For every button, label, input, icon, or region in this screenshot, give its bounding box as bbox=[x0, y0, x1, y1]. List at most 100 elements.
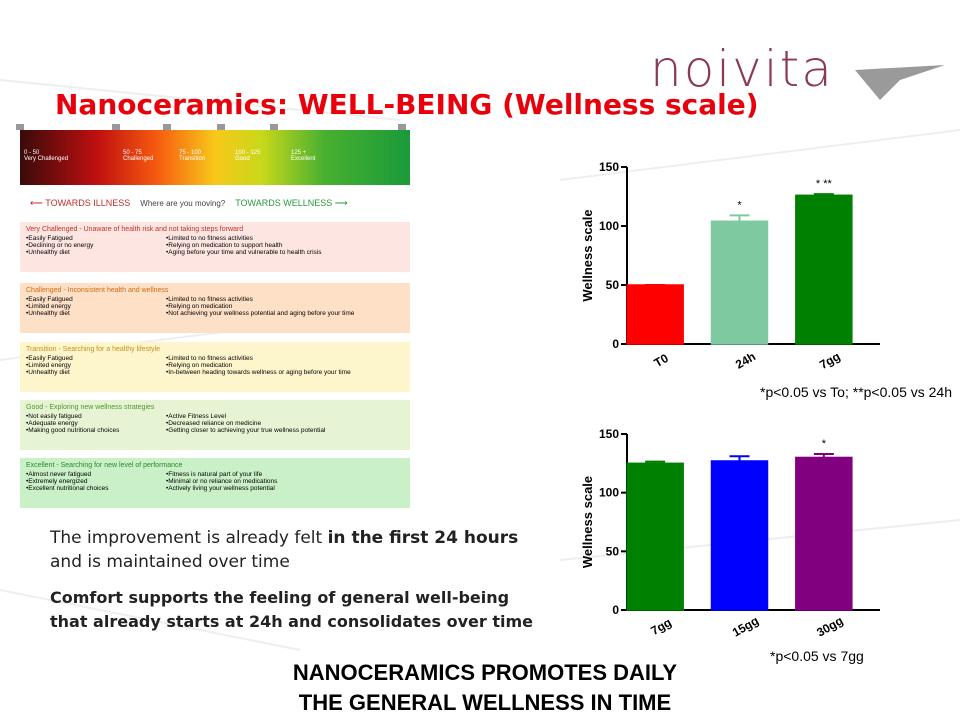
line: THE GENERAL WELLNESS IN TIME bbox=[298, 690, 672, 715]
level-heading: Good - Exploring new wellness strategies bbox=[26, 404, 155, 411]
columns: Almost never fatiguedExtremely energized… bbox=[26, 471, 404, 492]
column: Not easily fatiguedAdequate energyMaking… bbox=[26, 413, 166, 434]
bullet: Not easily fatigued bbox=[26, 413, 166, 420]
level-heading: Transition - Searching for a healthy lif… bbox=[26, 346, 160, 353]
columns: Easily FatiguedLimited energyUnhealthy d… bbox=[26, 355, 404, 376]
bullet: Active Fitness Level bbox=[166, 413, 325, 420]
bullet: Unhealthy diet bbox=[26, 249, 166, 256]
x-tick-label: T0 bbox=[652, 351, 671, 370]
logo: noivita bbox=[650, 40, 834, 98]
column: Limited to no fitness activitiesRelying … bbox=[166, 296, 354, 317]
column: Easily FatiguedLimited energyUnhealthy d… bbox=[26, 296, 166, 317]
x-tick-label: 30gg bbox=[814, 613, 845, 639]
bullet: Relying on medication to support health bbox=[166, 242, 321, 249]
columns: Easily FatiguedLimited energyUnhealthy d… bbox=[26, 296, 404, 317]
significance: * bbox=[822, 438, 827, 450]
bullet: Minimal or no reliance on medications bbox=[166, 478, 277, 485]
bar bbox=[710, 460, 769, 611]
level-heading: Excellent - Searching for new level of p… bbox=[26, 462, 183, 469]
range-label: Good bbox=[235, 156, 250, 162]
range-label: Challenged bbox=[123, 156, 154, 162]
error-bar bbox=[729, 455, 750, 461]
column: Easily FatiguedLimited energyUnhealthy d… bbox=[26, 355, 166, 376]
x-tick-label: 7gg bbox=[817, 349, 842, 372]
level-box: Very Challenged - Unaware of health risk… bbox=[20, 222, 410, 272]
bar bbox=[626, 284, 684, 345]
column: Easily FatiguedDeclining or no energyUnh… bbox=[26, 235, 166, 256]
footnote: *p<0.05 vs 7gg bbox=[770, 648, 864, 664]
level-box: Excellent - Searching for new level of p… bbox=[20, 458, 410, 508]
column: Almost never fatiguedExtremely energized… bbox=[26, 471, 166, 492]
x-tick-label: 24h bbox=[733, 349, 758, 371]
label: TOWARDS ILLNESS bbox=[45, 198, 131, 208]
scale-bar: 0 - 50 Very Challenged 50 - 75 Challenged 75… bbox=[20, 130, 410, 185]
bullet: Making good nutritional choices bbox=[26, 427, 166, 434]
error-bar bbox=[813, 452, 834, 458]
range: 0 - 50 bbox=[24, 150, 40, 156]
bullet: Getting closer to achieving your true we… bbox=[166, 427, 325, 434]
y-tick-label: 150 bbox=[599, 160, 619, 174]
bullet: Excellent nutritional choices bbox=[26, 485, 166, 492]
level-heading: Challenged - Inconsistent health and wel… bbox=[26, 287, 169, 294]
arrow-left: ⟵ TOWARDS ILLNESS bbox=[30, 198, 131, 208]
level-box: Challenged - Inconsistent health and wel… bbox=[20, 283, 410, 333]
y-tick-label: 50 bbox=[606, 278, 620, 292]
question: Where are you moving? bbox=[140, 199, 226, 208]
y-tick-label: 150 bbox=[599, 427, 619, 441]
range: 125 + bbox=[291, 150, 307, 156]
column: Active Fitness LevelDecreased reliance o… bbox=[166, 413, 325, 434]
bullet: In-between heading towards wellness or a… bbox=[166, 369, 350, 376]
bullet: Limited to no fitness activities bbox=[166, 355, 351, 362]
footnote: *p<0.05 vs To; **p<0.05 vs 24h bbox=[760, 384, 952, 400]
range: 75 - 100 bbox=[179, 150, 202, 156]
y-axis-label: Wellness scale bbox=[580, 476, 595, 568]
scale-cell: 125 + Excellent bbox=[287, 130, 343, 185]
bullet: Easily Fatigued bbox=[26, 296, 166, 303]
bullet: Adequate energy bbox=[26, 420, 166, 427]
y-axis-label: Wellness scale bbox=[580, 209, 595, 301]
bullet: Easily Fatigued bbox=[26, 235, 166, 242]
bullet: Extremely energized bbox=[26, 478, 166, 485]
bar bbox=[795, 194, 853, 345]
column: Limited to no fitness activitiesRelying … bbox=[166, 355, 351, 376]
bullet: Almost never fatigued bbox=[26, 471, 166, 478]
y-tick-label: 0 bbox=[612, 603, 619, 617]
columns: Easily FatiguedDeclining or no energyUnh… bbox=[26, 235, 404, 256]
bar bbox=[710, 220, 769, 345]
bullet: Decreased reliance on medicine bbox=[166, 420, 325, 427]
level-box: Transition - Searching for a healthy lif… bbox=[20, 342, 410, 392]
text: and is maintained over time bbox=[50, 552, 290, 572]
y-tick-label: 0 bbox=[612, 337, 619, 351]
range-label: Transition bbox=[179, 156, 206, 162]
significance: * bbox=[737, 199, 742, 211]
range-label: Very Challenged bbox=[24, 156, 69, 162]
text: in the first 24 hours bbox=[327, 528, 519, 548]
bullet: Relying on medication bbox=[166, 362, 351, 369]
arrow-right: TOWARDS WELLNESS ⟶ bbox=[235, 198, 348, 208]
bar bbox=[795, 456, 853, 611]
scale-cell: 75 - 100 Transition bbox=[175, 130, 231, 185]
error-bar bbox=[645, 460, 666, 464]
scale-cell: 100 - 125 Good bbox=[231, 130, 287, 185]
level-box: Good - Exploring new wellness strategies… bbox=[20, 400, 410, 450]
bullet: Relying on medication bbox=[166, 303, 354, 310]
range-label: Excellent bbox=[291, 156, 316, 162]
body-text: The improvement is already felt in the f… bbox=[50, 526, 550, 574]
column: Limited to no fitness activitiesRelying … bbox=[166, 235, 321, 256]
bullet: Aging before your time and vulnerable to… bbox=[166, 249, 321, 256]
bullet: Easily Fatigued bbox=[26, 355, 166, 362]
bullet: Limited to no fitness activities bbox=[166, 296, 354, 303]
columns: Not easily fatiguedAdequate energyMaking… bbox=[26, 413, 404, 434]
bullet: Unhealthy diet bbox=[26, 369, 166, 376]
bullet: Limited energy bbox=[26, 362, 166, 369]
line: NANOCERAMICS PROMOTES DAILY bbox=[292, 660, 678, 685]
error-bar bbox=[729, 214, 750, 222]
bar bbox=[626, 462, 684, 611]
title: Nanoceramics: WELL-BEING (Wellness scale… bbox=[55, 88, 759, 121]
label: TOWARDS WELLNESS bbox=[235, 198, 333, 208]
error-bar bbox=[813, 193, 834, 196]
x-tick-label: 15gg bbox=[730, 613, 761, 639]
bullet: Limited to no fitness activities bbox=[166, 235, 321, 242]
